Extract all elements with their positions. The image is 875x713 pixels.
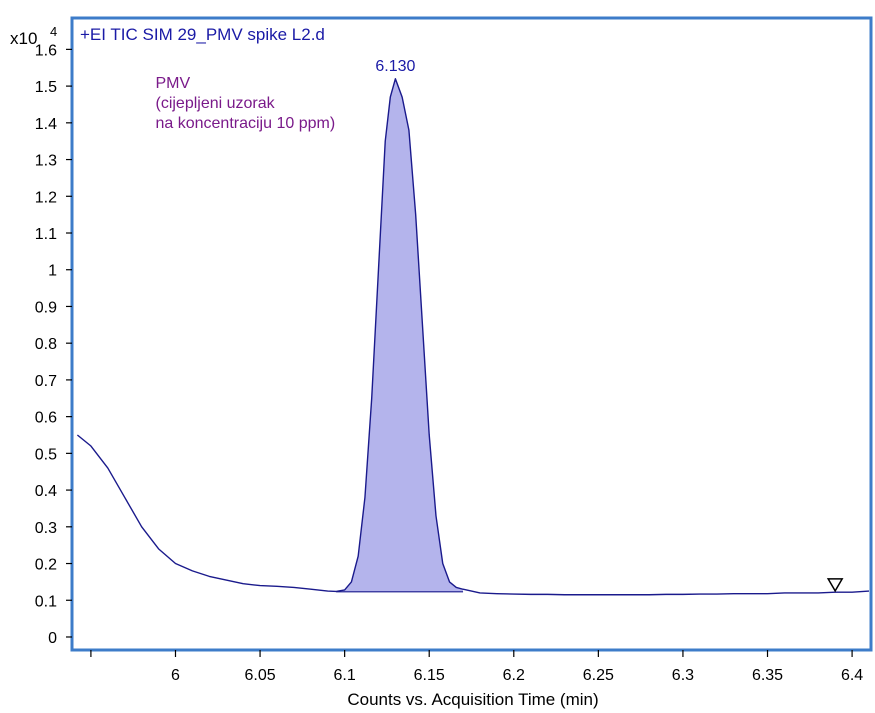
y-tick-label: 0 [48,630,57,647]
x-tick-label: 6.25 [583,667,614,684]
y-multiplier-exponent: 4 [50,24,57,39]
x-tick-label: 6 [171,667,180,684]
y-tick-label: 1.4 [35,116,57,133]
y-tick-label: 0.6 [35,410,57,427]
x-tick-label: 6.1 [334,667,356,684]
y-tick-label: 0.1 [35,593,57,610]
peak-annotation-line: (cijepljeni uzorak [155,95,275,112]
y-tick-label: 1.5 [35,79,57,96]
y-tick-label: 0.5 [35,446,57,463]
plot-frame [70,16,873,652]
x-tick-label: 6.35 [752,667,783,684]
y-multiplier-label: x10 [10,29,37,48]
peak-label: 6.130 [375,58,415,75]
x-axis-label: Counts vs. Acquisition Time (min) [347,690,598,709]
x-tick-label: 6.05 [244,667,275,684]
integration-marker-icon [826,578,844,593]
peak-area-fill [336,78,464,592]
y-tick-label: 1.3 [35,153,57,170]
x-tick-label: 6.4 [841,667,863,684]
y-tick-label: 0.9 [35,299,57,316]
y-tick-label: 1.1 [35,226,57,243]
y-tick-label: 0.4 [35,483,57,500]
y-tick-label: 1 [48,263,57,280]
x-tick-label: 6.3 [672,667,694,684]
plot-area: 6.130 PMV (cijepljeni uzorak na koncentraci… [76,58,870,596]
axes: 0 0.1 0.2 0.3 0.4 0.5 0.6 0.7 0.8 0.9 1 1.1 1.2 1.3 1.… [35,42,864,684]
y-tick-label: 0.7 [35,373,57,390]
x-tick-label: 6.15 [414,667,445,684]
tic-trace-line [76,78,870,596]
peak-annotation-line: na koncentraciju 10 ppm) [155,115,335,132]
y-tick-label: 1.2 [35,189,57,206]
y-tick-label: 0.3 [35,520,57,537]
y-tick-label: 1.6 [35,42,57,59]
x-tick-label: 6.2 [503,667,525,684]
chart-title: +EI TIC SIM 29_PMV spike L2.d [80,25,325,44]
y-tick-label: 0.2 [35,557,57,574]
y-tick-label: 0.8 [35,336,57,353]
peak-annotation-line: PMV [155,75,190,92]
